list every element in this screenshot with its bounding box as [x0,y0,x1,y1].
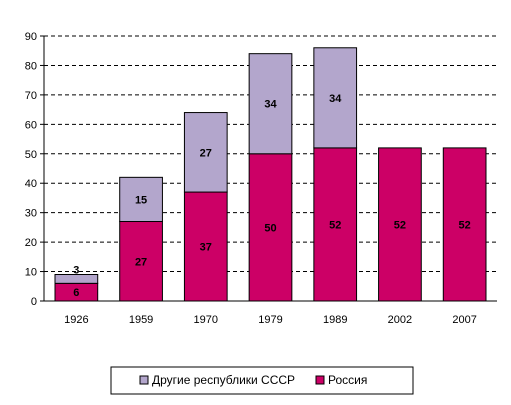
bar-1959-series-0 [119,221,163,302]
data-label-1970-series-0: 37 [200,242,212,254]
y-tick-label: 40 [25,178,37,190]
y-tick-label: 70 [25,90,37,102]
data-label-1959-series-1: 15 [135,194,147,206]
bar-2007-series-0 [442,147,487,302]
y-tick-label: 80 [25,60,37,72]
bars [54,47,487,302]
data-label-2002-series-0: 52 [394,219,406,231]
legend-entry: Россия [328,373,367,387]
x-tick-label: 1926 [64,314,88,326]
bar-1970-series-1 [183,112,228,193]
data-label-2007-series-0: 52 [459,219,471,231]
y-tick-label: 10 [25,267,37,279]
data-label-1989-series-1: 34 [329,93,342,105]
y-tick-label: 0 [31,296,37,308]
data-label-1979-series-0: 50 [264,222,276,234]
y-tick-label: 90 [25,31,37,43]
data-label-1979-series-1: 34 [264,99,277,111]
bar-1979-series-1 [248,53,293,155]
data-label-1926-series-1: 3 [73,265,79,277]
bar-1989-series-1 [313,47,358,149]
data-label-1989-series-0: 52 [329,219,341,231]
x-tick-label: 1959 [129,314,153,326]
x-tick-label: 2007 [452,314,476,326]
bar-1926-series-1 [54,274,99,284]
data-label-1959-series-0: 27 [135,256,147,268]
x-tick-label: 2002 [388,314,412,326]
x-tick-label: 1989 [323,314,347,326]
data-label-1970-series-1: 27 [200,147,212,159]
y-tick-label: 50 [25,149,37,161]
axes: 0 10 20 30 40 50 60 70 80 90 1926 1959 1970 1979 1989 2… [25,31,497,326]
y-tick-label: 60 [25,119,37,131]
y-tick-label: 30 [25,208,37,220]
bar-1959-series-1 [119,176,163,222]
data-labels: 6 3 27 15 37 27 50 34 52 34 52 52 [73,93,470,299]
legend-swatch [139,375,149,385]
legend: Другие республики СССР Россия [110,366,414,395]
data-label-1926-series-0: 6 [73,287,79,299]
legend-box [110,366,414,395]
x-tick-label: 1979 [258,314,282,326]
legend-entry: Другие республики СССР [152,373,295,387]
legend-swatch [315,375,325,385]
y-tick-label: 20 [25,237,37,249]
x-tick-label: 1970 [194,314,218,326]
bar-2002-series-0 [378,147,422,302]
